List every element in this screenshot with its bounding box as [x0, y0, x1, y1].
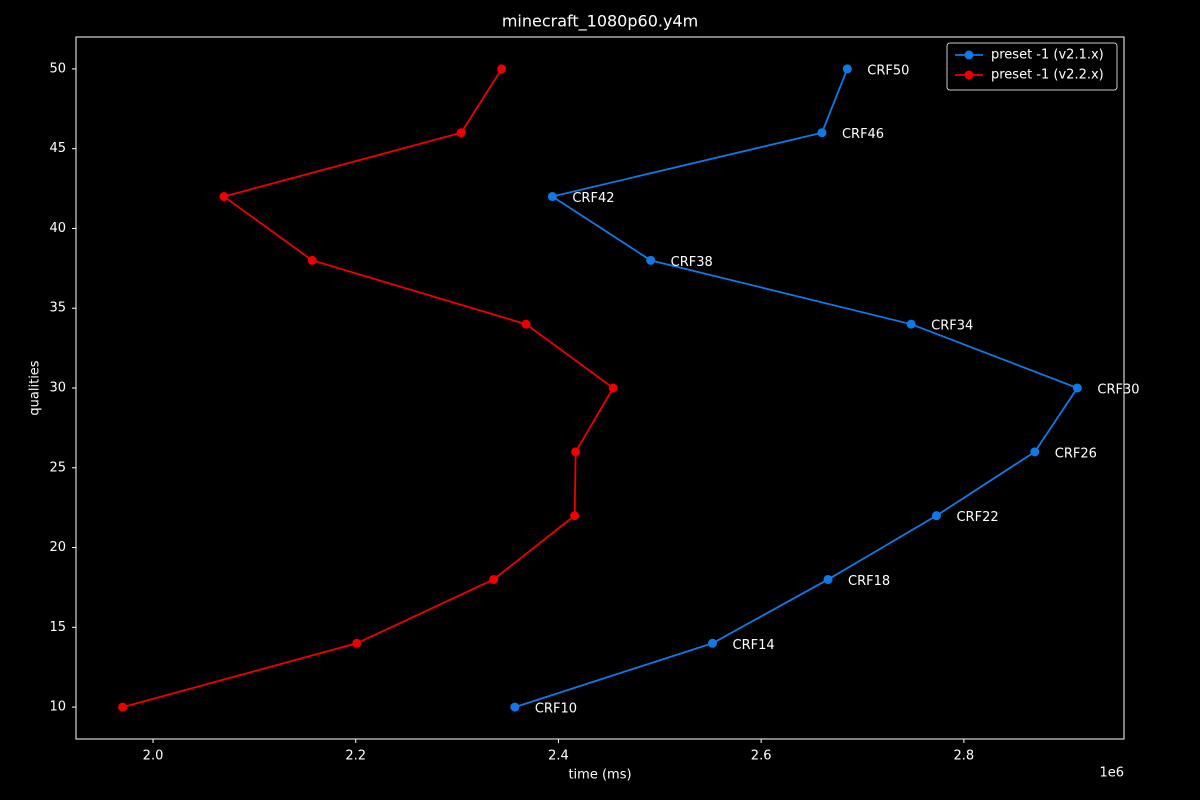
y-tick-label: 45 — [49, 141, 66, 156]
point-annotation: CRF50 — [867, 63, 909, 78]
point-annotation: CRF46 — [842, 127, 884, 142]
y-axis-label: qualities — [28, 360, 43, 415]
point — [1030, 447, 1040, 457]
x-tick-label: 2.6 — [751, 749, 772, 764]
y-tick-label: 50 — [49, 61, 66, 76]
point — [646, 255, 656, 265]
point — [570, 511, 580, 521]
point-annotation: CRF38 — [671, 255, 713, 270]
point — [510, 702, 520, 712]
legend-marker — [964, 50, 974, 60]
point-annotation: CRF10 — [535, 702, 577, 717]
point — [118, 702, 128, 712]
series-line — [122, 68, 615, 708]
chart-title: minecraft_1080p60.y4m — [502, 12, 698, 32]
y-tick-label: 20 — [49, 540, 66, 555]
point — [608, 383, 618, 393]
point — [521, 319, 531, 329]
x-offset-text: 1e6 — [1099, 766, 1124, 781]
x-tick-label: 2.8 — [954, 749, 975, 764]
point-annotation: CRF14 — [733, 638, 775, 653]
y-tick-label: 10 — [49, 700, 66, 715]
legend-label: preset -1 (v2.1.x) — [991, 48, 1104, 63]
point — [817, 128, 827, 138]
point-annotation: CRF42 — [572, 191, 614, 206]
point-annotation: CRF22 — [956, 510, 998, 525]
y-tick-label: 35 — [49, 301, 66, 316]
point — [547, 192, 557, 202]
point — [352, 638, 362, 648]
legend-label: preset -1 (v2.2.x) — [991, 68, 1104, 83]
point-annotation: CRF18 — [848, 574, 890, 589]
y-tick-label: 40 — [49, 221, 66, 236]
point — [842, 64, 852, 74]
point-annotation: CRF26 — [1055, 446, 1097, 461]
point — [1072, 383, 1082, 393]
point — [708, 638, 718, 648]
y-tick-label: 15 — [49, 620, 66, 635]
x-axis-label: time (ms) — [568, 768, 631, 783]
point — [931, 511, 941, 521]
plot-frame — [75, 36, 1125, 740]
point-annotation: CRF30 — [1097, 383, 1139, 398]
point — [571, 447, 581, 457]
point — [456, 128, 466, 138]
point-annotation: CRF34 — [931, 319, 973, 334]
point — [307, 255, 317, 265]
point — [489, 574, 499, 584]
series-line — [514, 68, 1079, 708]
y-tick-label: 30 — [49, 381, 66, 396]
x-tick-label: 2.2 — [345, 749, 366, 764]
legend-box — [946, 42, 1118, 91]
point — [497, 64, 507, 74]
point — [823, 574, 833, 584]
legend-marker — [964, 70, 974, 80]
y-tick-label: 25 — [49, 460, 66, 475]
point — [219, 192, 229, 202]
point — [906, 319, 916, 329]
x-tick-label: 2.4 — [548, 749, 569, 764]
x-tick-label: 2.0 — [143, 749, 164, 764]
